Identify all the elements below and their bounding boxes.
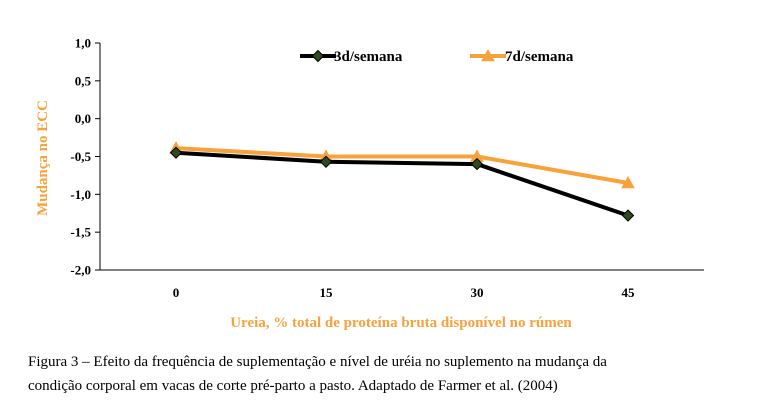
x-tick-label: 30: [471, 285, 484, 300]
y-tick-label: -1,5: [70, 225, 91, 240]
x-tick-label: 0: [173, 285, 180, 300]
series-line: [175, 150, 629, 218]
data-point: [319, 155, 333, 169]
caption-line-1: Figura 3 – Efeito da frequência de suple…: [28, 354, 607, 370]
series-1: [169, 146, 635, 222]
x-tick-label: 15: [320, 285, 334, 300]
data-point: [169, 146, 183, 159]
figure-caption: Figura 3 – Efeito da frequência de suple…: [28, 350, 768, 398]
legend-swatch-marker: [311, 49, 325, 63]
legend-label: 3d/semana: [334, 49, 403, 65]
data-point: [621, 175, 635, 189]
y-tick-label: -0,5: [70, 149, 91, 164]
series-group: [169, 141, 635, 222]
y-tick-label: -1,0: [70, 187, 91, 202]
series-line: [175, 146, 629, 185]
legend-item-1: 3d/semana: [300, 49, 403, 65]
y-tick-label: -2,0: [70, 263, 91, 278]
series-2: [169, 141, 635, 189]
y-axis-title: Mudança no ECC: [35, 100, 51, 216]
x-axis-title: Ureia, % total de proteína bruta disponí…: [230, 315, 572, 331]
data-point: [470, 157, 484, 171]
y-tick-label: 0,5: [75, 73, 92, 88]
legend-label: 7d/semana: [505, 49, 574, 65]
legend-swatch-marker: [481, 48, 495, 62]
legend-item-2: 7d/semana: [470, 48, 574, 65]
legend: 3d/semana 7d/semana: [300, 48, 574, 65]
y-tick-label: 0,0: [75, 111, 91, 126]
caption-line-2: condição corporal em vacas de corte pré-…: [28, 378, 558, 394]
x-axis: 0 15 30 45: [100, 269, 704, 300]
y-tick-label: 1,0: [75, 36, 91, 51]
chart-area: 1,0 0,5 0,0 -0,5 -1,0 -1,5 -2,0 0 15 30 45 3d/sem…: [35, 36, 704, 331]
data-point: [621, 209, 635, 222]
x-tick-label: 45: [622, 285, 636, 300]
line-chart: 1,0 0,5 0,0 -0,5 -1,0 -1,5 -2,0 0 15 30 45 3d/sem…: [35, 36, 704, 331]
y-axis: 1,0 0,5 0,0 -0,5 -1,0 -1,5 -2,0: [70, 36, 101, 278]
